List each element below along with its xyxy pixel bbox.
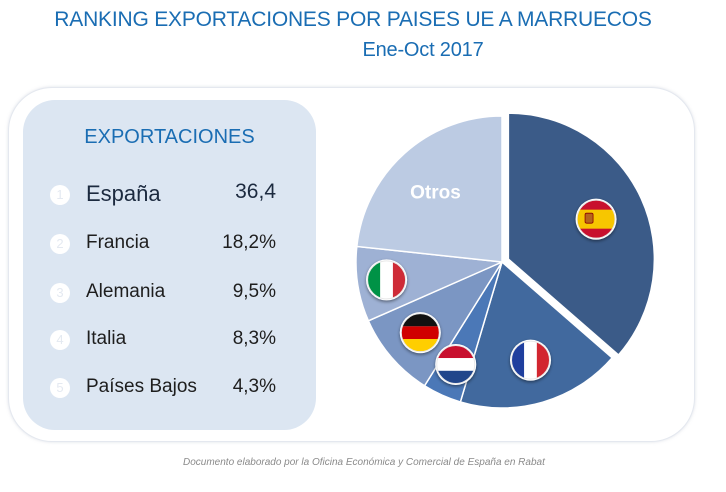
pie-slice-spain	[507, 112, 656, 357]
exports-panel	[23, 100, 316, 430]
france-flag-icon	[510, 339, 552, 381]
country-value: 36,4	[235, 180, 276, 203]
rank-badge: 4	[50, 330, 70, 350]
pie-label-otros: Otros	[410, 183, 461, 204]
ranking-row: 4 Italia 8,3%	[48, 325, 308, 355]
country-value: 18,2%	[222, 232, 276, 253]
rank-badge: 2	[50, 234, 70, 254]
rank-badge: 1	[50, 185, 70, 205]
ranking-row: 2 Francia 18,2%	[48, 229, 308, 259]
country-name: España	[86, 181, 161, 206]
pie-slice-otros	[356, 115, 503, 263]
ranking-row: 3 Alemania 9,5%	[48, 278, 308, 308]
panel-title: EXPORTACIONES	[84, 126, 255, 148]
spain-flag-icon	[575, 198, 617, 240]
pie-slice-france	[459, 260, 614, 409]
country-value: 9,5%	[232, 281, 276, 302]
footer-note: Documento elaborado por la Oficina Econó…	[183, 457, 545, 468]
country-name: Italia	[86, 328, 127, 349]
chart-title: RANKING EXPORTACIONES POR PAISES UE A MA…	[54, 8, 652, 31]
netherlands-flag-icon	[435, 343, 477, 385]
ranking-row: 5 Países Bajos 4,3%	[48, 373, 308, 403]
rank-badge: 5	[50, 378, 70, 398]
germany-flag-icon	[399, 312, 441, 354]
country-value: 8,3%	[232, 328, 276, 349]
rank-badge: 3	[50, 283, 70, 303]
chart-subtitle: Ene-Oct 2017	[362, 39, 484, 61]
country-value: 4,3%	[232, 376, 276, 397]
italy-flag-icon	[366, 259, 408, 301]
ranking-row: 1 España 36,4	[48, 180, 308, 210]
country-name: Países Bajos	[86, 376, 197, 397]
country-name: Francia	[86, 232, 150, 253]
country-name: Alemania	[86, 281, 166, 302]
